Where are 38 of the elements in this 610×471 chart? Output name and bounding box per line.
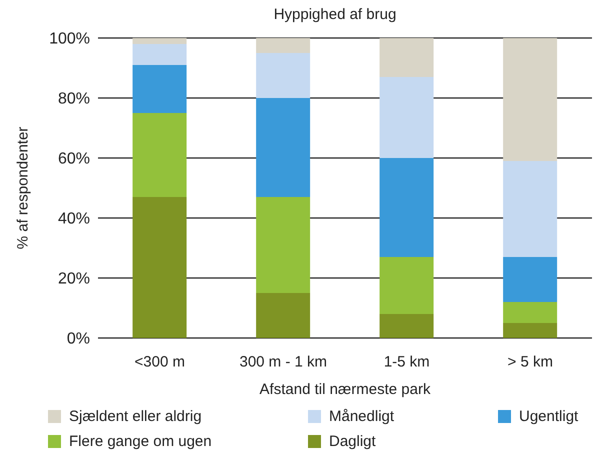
bar — [256, 38, 310, 53]
bar — [256, 197, 310, 293]
y-tick-label: 60% — [58, 150, 90, 168]
bar — [256, 293, 310, 338]
bar — [132, 197, 187, 338]
bar — [380, 257, 434, 314]
legend-label: Sjældent eller aldrig — [69, 408, 202, 425]
legend-label: Månedligt — [329, 408, 394, 425]
bar — [256, 53, 310, 98]
y-tick-label: 100% — [49, 30, 90, 48]
bar — [503, 323, 558, 338]
bar — [132, 113, 187, 197]
bar — [256, 98, 310, 197]
bar — [380, 77, 434, 158]
x-tick-label: <300 m — [134, 354, 185, 371]
bar — [503, 302, 558, 323]
bar — [132, 38, 187, 44]
x-tick-label: > 5 km — [508, 354, 553, 371]
y-tick-label: 40% — [58, 210, 90, 228]
bar — [380, 314, 434, 338]
bar — [132, 44, 187, 65]
chart-title: Hyppighed af brug — [272, 5, 398, 25]
bar — [503, 161, 558, 257]
bar — [503, 38, 558, 161]
legend-label: Ugentligt — [519, 408, 578, 425]
bar — [380, 38, 434, 77]
legend-label: Dagligt — [329, 433, 376, 450]
x-tick-label: 1-5 km — [384, 354, 430, 371]
y-axis-title: % af respondenter — [14, 126, 32, 250]
bar — [503, 257, 558, 302]
bar — [132, 65, 187, 113]
legend-label: Flere gange om ugen — [69, 433, 212, 450]
y-tick-label: 80% — [58, 90, 90, 108]
y-tick-label: 0% — [66, 330, 90, 348]
y-tick-label: 20% — [58, 270, 90, 288]
bar — [380, 158, 434, 257]
x-tick-label: 300 m - 1 km — [239, 354, 328, 371]
x-axis-title: Afstand til nærmeste park — [260, 381, 431, 398]
